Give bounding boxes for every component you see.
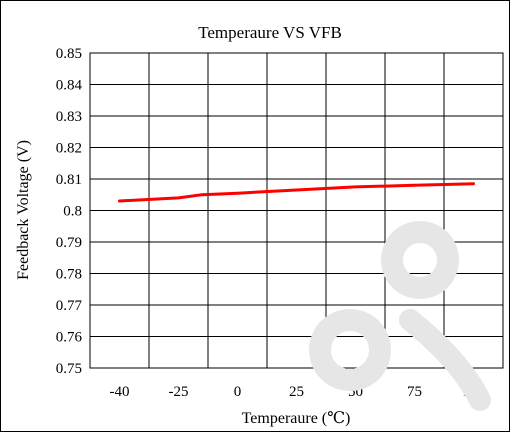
x-tick-label: 0	[234, 384, 242, 400]
y-tick-label: 0.78	[56, 267, 82, 283]
y-tick-label: 0.8	[63, 204, 82, 220]
plot-area	[89, 52, 504, 369]
x-tick-label: 100	[462, 384, 485, 400]
grid	[90, 52, 503, 369]
x-tick-label: 50	[348, 384, 363, 400]
x-tick-labels: -40 -25 0 25 50 75 100	[110, 384, 485, 400]
y-tick-label: 0.82	[56, 141, 82, 157]
y-tick-label: 0.75	[56, 361, 82, 377]
x-tick-label: 25	[289, 384, 304, 400]
y-tick-label: 0.83	[56, 109, 82, 125]
y-tick-label: 0.79	[56, 235, 82, 251]
y-tick-label: 0.81	[56, 172, 82, 188]
y-tick-label: 0.77	[56, 298, 83, 314]
y-tick-label: 0.76	[56, 330, 83, 346]
x-tick-label: 75	[407, 384, 422, 400]
x-tick-label: -25	[169, 384, 189, 400]
x-axis-label: Temperaure (℃)	[242, 410, 351, 427]
y-tick-labels: 0.85 0.84 0.83 0.82 0.81 0.8 0.79 0.78 0.77 0.76 0…	[56, 46, 83, 377]
series-line	[118, 182, 475, 203]
y-tick-label: 0.84	[56, 78, 83, 94]
y-axis-label: Feedback Voltage (V)	[15, 140, 32, 280]
y-tick-label: 0.85	[56, 46, 82, 62]
chart-title: Temperaure VS VFB	[198, 23, 342, 42]
x-tick-label: -40	[110, 384, 130, 400]
